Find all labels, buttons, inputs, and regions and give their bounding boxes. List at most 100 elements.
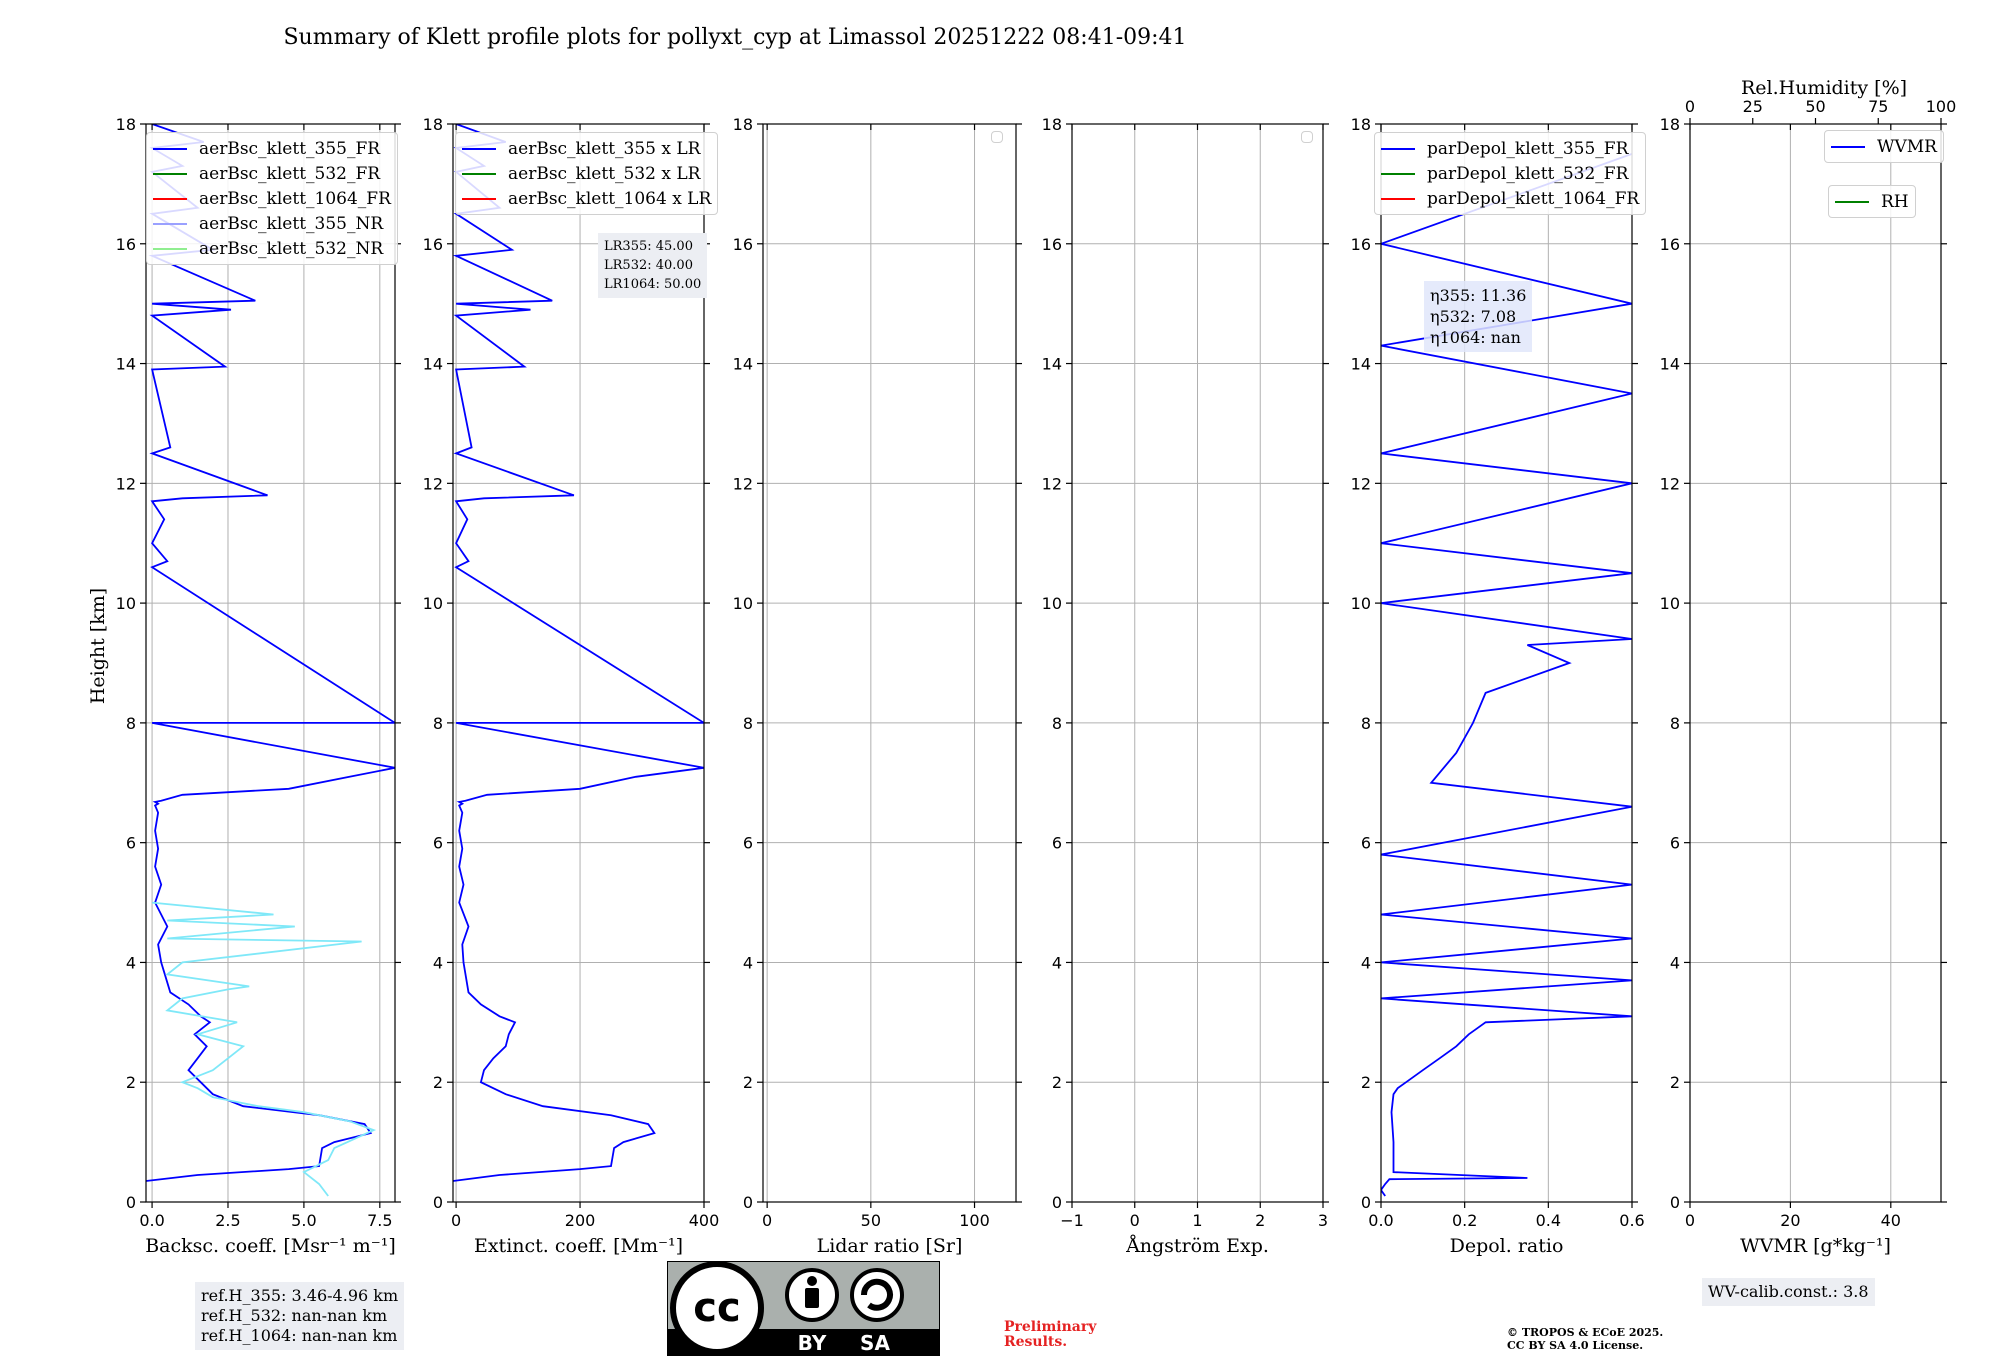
y-tick-label: 6 <box>433 834 443 853</box>
ref-height-532: ref.H_532: nan-nan km <box>201 1306 388 1325</box>
x-tick-label: 0.4 <box>1536 1211 1561 1230</box>
x-tick-label: 0 <box>1130 1211 1140 1230</box>
axes-frame <box>762 123 1017 1203</box>
y-tick-label: 14 <box>1351 355 1371 374</box>
y-tick-label: 0 <box>126 1193 136 1212</box>
y-tick-label: 4 <box>1361 953 1371 972</box>
legend-item: aerBsc_klett_355 x LR <box>462 136 711 161</box>
legend-swatch <box>153 247 187 250</box>
legend-label: aerBsc_klett_532_NR <box>199 238 384 259</box>
y-tick-label: 8 <box>126 714 136 733</box>
axes-frame <box>1380 123 1633 1203</box>
reference-heights-box: ref.H_355: 3.46-4.96 km ref.H_532: nan-n… <box>195 1282 405 1350</box>
lr-355: LR355: 45.00 <box>604 239 693 254</box>
copyright-line-1: © TROPOS & ECoE 2025. <box>1507 1326 1664 1339</box>
y-tick-label: 0 <box>743 1193 753 1212</box>
y-tick-label: 4 <box>433 953 443 972</box>
y-tick-label: 6 <box>743 834 753 853</box>
y-tick-label: 4 <box>1052 953 1062 972</box>
lr-532: LR532: 40.00 <box>604 258 693 273</box>
panel-lidar-ratio: 0 2 4 6 8 10 12 14 16 18 0 50 100 Lidar ratio [Sr] <box>733 115 1022 1257</box>
legend-swatch <box>1381 197 1415 200</box>
sa-share-icon <box>850 1268 904 1322</box>
legend-item: parDepol_klett_532_FR <box>1381 161 1639 186</box>
y-tick-label: 10 <box>1042 594 1062 613</box>
panel-wvmr: 0 2 4 6 8 10 12 14 16 18 0 20 40 0 25 50 75 100 WVMR [g*kg… <box>1660 97 1957 1257</box>
x-axis-label: Lidar ratio [Sr] <box>817 1235 963 1257</box>
y-tick-label: 4 <box>126 953 136 972</box>
wv-calib-const: WV-calib.const.: 3.8 <box>1708 1282 1869 1301</box>
y-tick-label: 14 <box>116 355 136 374</box>
by-person-body <box>805 1288 819 1308</box>
y-tick-label: 6 <box>126 834 136 853</box>
by-person-head <box>807 1276 817 1286</box>
y-tick-label: 2 <box>126 1073 136 1092</box>
depol-legend: parDepol_klett_355_FR parDepol_klett_532… <box>1374 132 1647 215</box>
y-tick-label: 16 <box>733 235 753 254</box>
copyright-line-2: CC BY SA 4.0 License. <box>1507 1339 1644 1352</box>
legend-item: aerBsc_klett_1064 x LR <box>462 186 711 211</box>
legend-item: RH <box>1835 189 1909 214</box>
y-tick-label: 16 <box>1660 235 1680 254</box>
legend-swatch <box>1381 172 1415 175</box>
y-tick-label: 14 <box>423 355 443 374</box>
x-tick-label: 100 <box>959 1211 990 1230</box>
ref-height-355: ref.H_355: 3.46-4.96 km <box>201 1286 399 1305</box>
legend-label: parDepol_klett_532_FR <box>1427 163 1629 184</box>
y-tick-label: 2 <box>743 1073 753 1092</box>
legend-label: aerBsc_klett_532 x LR <box>508 163 701 184</box>
y-tick-label: 6 <box>1052 834 1062 853</box>
y-tick-label: 6 <box>1361 834 1371 853</box>
preliminary-line-1: Preliminary <box>1004 1319 1097 1335</box>
legend-label: WVMR <box>1877 136 1937 157</box>
legend-item: aerBsc_klett_532 x LR <box>462 161 711 186</box>
y-tick-label: 16 <box>116 235 136 254</box>
legend-swatch <box>153 197 187 200</box>
top-tick-label: 100 <box>1926 97 1957 116</box>
y-tick-label: 12 <box>733 474 753 493</box>
y-tick-label: 18 <box>1042 115 1062 134</box>
x-tick-label: 3 <box>1318 1211 1328 1230</box>
x-axis-label: Backsc. coeff. [Msr⁻¹ m⁻¹] <box>145 1235 396 1257</box>
legend-swatch <box>153 222 187 225</box>
legend-item: aerBsc_klett_1064_FR <box>153 186 391 211</box>
legend-label: parDepol_klett_355_FR <box>1427 138 1629 159</box>
rh-axis-label: Rel.Humidity [%] <box>1741 77 1907 99</box>
by-label: BY <box>798 1331 827 1355</box>
cc-circle-icon <box>670 1261 764 1355</box>
x-tick-label: 20 <box>1780 1211 1800 1230</box>
y-tick-label: 16 <box>1351 235 1371 254</box>
x-tick-label: 2 <box>1255 1211 1265 1230</box>
y-tick-label: 4 <box>743 953 753 972</box>
y-tick-label: 18 <box>423 115 443 134</box>
extinction-legend: aerBsc_klett_355 x LR aerBsc_klett_532 x… <box>455 132 719 215</box>
series-line-parDepol_klett_355_FR <box>1381 153 1632 1197</box>
y-tick-label: 14 <box>733 355 753 374</box>
lr-1064: LR1064: 50.00 <box>604 277 702 292</box>
legend-item: WVMR <box>1831 134 1937 159</box>
legend-label: parDepol_klett_1064_FR <box>1427 188 1640 209</box>
y-tick-label: 2 <box>1670 1073 1680 1092</box>
x-tick-label: 7.5 <box>367 1211 392 1230</box>
legend-swatch <box>1381 147 1415 150</box>
legend-swatch <box>462 197 496 200</box>
lidar-ratio-info: LR355: 45.00 LR532: 40.00 LR1064: 50.00 <box>598 233 708 298</box>
top-tick-label: 50 <box>1805 97 1825 116</box>
y-tick-label: 2 <box>1052 1073 1062 1092</box>
x-tick-label: 40 <box>1881 1211 1901 1230</box>
y-tick-label: 10 <box>116 594 136 613</box>
y-tick-label: 2 <box>433 1073 443 1092</box>
empty-legend-lidar-ratio <box>991 131 1003 143</box>
legend-item: aerBsc_klett_532_FR <box>153 161 391 186</box>
legend-swatch <box>153 172 187 175</box>
x-tick-label: 200 <box>565 1211 596 1230</box>
y-tick-label: 12 <box>423 474 443 493</box>
series-line-aerBsc_klett_355_NR <box>152 901 377 1197</box>
preliminary-line-2: Results. <box>1004 1334 1068 1350</box>
x-tick-label: 400 <box>689 1211 720 1230</box>
cc-license-logo: cc BY SA <box>667 1261 940 1356</box>
x-tick-label: 5.0 <box>291 1211 316 1230</box>
y-tick-label: 8 <box>1670 714 1680 733</box>
y-tick-label: 18 <box>116 115 136 134</box>
